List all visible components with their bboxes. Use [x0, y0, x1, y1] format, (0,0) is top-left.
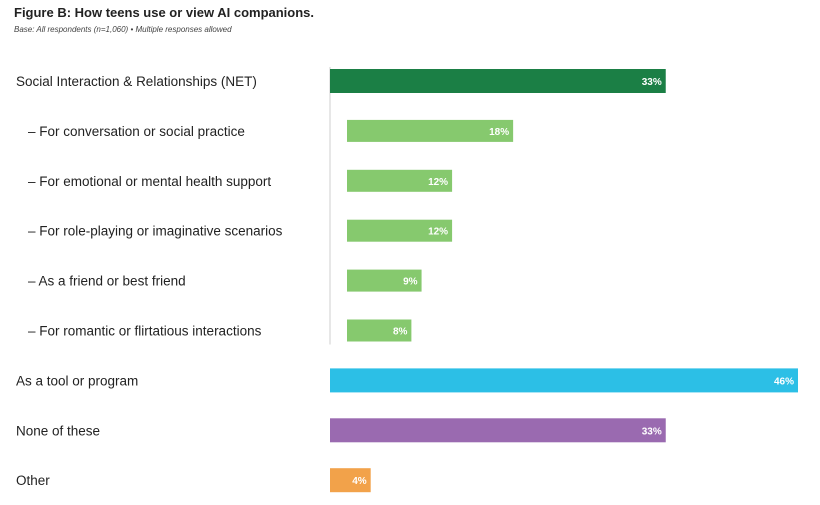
category-label: Social Interaction & Relationships (NET)	[16, 74, 257, 89]
bar	[347, 169, 453, 192]
category-label: None of these	[16, 423, 100, 438]
bar-value-label: 18%	[489, 127, 509, 138]
bar-value-label: 12%	[428, 227, 448, 238]
category-label: – For emotional or mental health support	[28, 174, 271, 189]
bar-value-label: 12%	[428, 177, 448, 188]
bar-value-label: 4%	[352, 476, 367, 487]
bar	[330, 468, 371, 493]
category-label: As a tool or program	[16, 373, 138, 388]
category-label: – For romantic or flirtatious interactio…	[28, 324, 262, 339]
bar-value-label: 9%	[403, 277, 418, 288]
bar-value-label: 33%	[642, 77, 662, 88]
bar-value-label: 46%	[774, 376, 794, 387]
chart-title: Figure B: How teens use or view AI compa…	[14, 5, 315, 20]
bar	[347, 219, 453, 242]
bar	[347, 269, 422, 292]
category-label: – For conversation or social practice	[28, 124, 245, 139]
bar	[347, 119, 514, 142]
category-label: – As a friend or best friend	[28, 274, 186, 289]
bar-value-label: 8%	[393, 327, 408, 338]
bar	[347, 319, 412, 342]
bar	[330, 69, 666, 93]
category-label: Other	[16, 473, 50, 488]
bar	[330, 418, 666, 443]
bar	[330, 368, 798, 393]
bar-value-label: 33%	[642, 426, 662, 437]
category-label: – For role-playing or imaginative scenar…	[28, 224, 283, 239]
chart-subtitle: Base: All respondents (n=1,060) • Multip…	[14, 25, 232, 34]
